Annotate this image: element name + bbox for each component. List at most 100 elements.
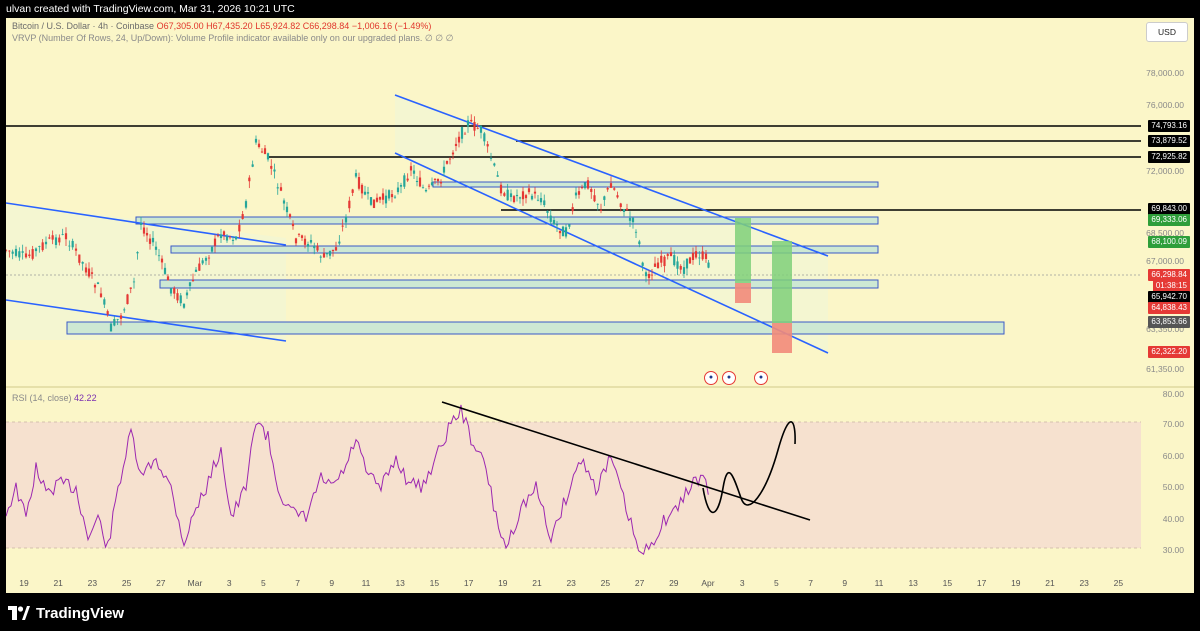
candle-body: [663, 256, 666, 267]
time-axis-label: 11: [874, 578, 884, 588]
channel-upper-left[interactable]: [6, 202, 287, 246]
price-axis-label: 76,000.00: [1146, 100, 1184, 110]
time-axis-label: 11: [361, 578, 371, 588]
zone-box-69333[interactable]: [135, 216, 879, 225]
candle-body: [309, 240, 313, 243]
candle-body: [285, 206, 289, 213]
symbol-legend[interactable]: Bitcoin / U.S. Dollar · 4h · Coinbase O6…: [12, 21, 431, 31]
rsi-projection-arrow[interactable]: [702, 421, 796, 514]
indicator-legend[interactable]: VRVP (Number Of Rows, 24, Up/Down): Volu…: [12, 33, 453, 44]
candle-body: [622, 209, 626, 212]
zone-box-71000[interactable]: [432, 181, 879, 188]
candle-body: [457, 136, 461, 143]
zone-box-66000[interactable]: [159, 279, 879, 289]
economic-event-icon[interactable]: ●: [704, 371, 718, 385]
time-axis-label: 17: [463, 578, 474, 588]
candle-body: [363, 191, 367, 195]
rsi-axis-label: 40.00: [1162, 514, 1184, 524]
candle-body: [653, 263, 657, 267]
candle-body: [403, 175, 406, 187]
candle-body: [473, 121, 476, 131]
candle-body: [11, 251, 14, 254]
tradingview-logo[interactable]: TradingView: [8, 603, 124, 623]
candle-body: [558, 230, 562, 234]
low-value: L65,924.82: [255, 21, 301, 31]
candle-body: [606, 188, 609, 190]
price-tag-69333[interactable]: 69,333.06: [1148, 214, 1190, 226]
price-tag-73879[interactable]: 73,879.52: [1148, 135, 1190, 147]
candle-body: [129, 287, 132, 289]
candle-body: [6, 249, 8, 251]
candle-body: [561, 226, 565, 237]
candle-body: [546, 210, 549, 213]
candle-body: [399, 184, 403, 187]
candle-body: [512, 196, 516, 203]
candle-body: [225, 236, 229, 241]
time-axis-label: 21: [1045, 578, 1055, 588]
indicator-hidden-icons[interactable]: ∅ ∅ ∅: [424, 33, 454, 43]
candle-body: [325, 252, 329, 255]
long-position-target-1[interactable]: [735, 218, 751, 283]
change-value: −1,006.16 (−1.49%): [351, 21, 432, 31]
price-tag-64838[interactable]: 64,838.43: [1148, 302, 1190, 314]
price-tag-65942[interactable]: 65,942.70: [1148, 291, 1190, 303]
time-axis-label: 23: [1079, 578, 1089, 588]
time-axis-label: 21: [532, 578, 542, 588]
candle-body: [409, 166, 413, 171]
zone-box-63853[interactable]: [66, 321, 1005, 335]
rsi-trendline[interactable]: [441, 401, 811, 521]
price-tag-63853[interactable]: 63,853.66: [1148, 316, 1190, 328]
candle-body: [527, 188, 531, 193]
candle-body: [543, 200, 546, 206]
rsi-legend[interactable]: RSI (14, close) 42.22: [12, 393, 97, 403]
time-axis-label: 23: [87, 578, 98, 588]
long-position-stop-1[interactable]: [735, 283, 751, 303]
current-price-tag[interactable]: 66,298.84: [1148, 269, 1190, 281]
long-position-stop-2[interactable]: [772, 323, 792, 353]
price-tag-74793[interactable]: 74,793.16: [1148, 120, 1190, 132]
economic-event-icon[interactable]: ●: [754, 371, 768, 385]
candle-body: [571, 207, 574, 212]
channel-lower-left[interactable]: [6, 299, 287, 342]
candle-body: [691, 252, 695, 260]
candle-body: [254, 138, 258, 143]
price-tag-62322[interactable]: 62,322.20: [1148, 346, 1190, 358]
candle-body: [71, 240, 74, 248]
time-axis-label: 25: [1113, 578, 1124, 588]
candle-body: [251, 164, 254, 167]
candle-body: [586, 180, 590, 189]
candle-body: [509, 193, 513, 198]
zone-box-68100[interactable]: [170, 245, 879, 254]
candle-body: [493, 163, 496, 166]
candle-body: [638, 241, 641, 245]
candle-body: [68, 245, 71, 247]
candle-body: [288, 214, 292, 217]
candle-body: [116, 318, 119, 320]
price-tag-69843[interactable]: 69,843.00: [1148, 203, 1190, 215]
rsi-line[interactable]: [6, 404, 709, 556]
candlestick-series[interactable]: [6, 114, 710, 332]
channel-lower-right[interactable]: [394, 152, 829, 354]
brand-name: TradingView: [36, 604, 125, 622]
long-position-target-2[interactable]: [772, 241, 792, 323]
candle-body: [348, 200, 351, 209]
candle-body: [54, 237, 58, 245]
price-tag-68100[interactable]: 68,100.09: [1148, 236, 1190, 248]
price-tag-72925[interactable]: 72,925.82: [1148, 151, 1190, 163]
candle-body: [685, 258, 689, 269]
candle-body: [106, 311, 109, 315]
candle-body: [231, 239, 235, 241]
currency-button[interactable]: USD: [1146, 22, 1188, 42]
candle-body: [191, 279, 195, 282]
candle-body: [360, 184, 364, 194]
candle-body: [354, 173, 358, 177]
rsi-axis-label: 30.00: [1162, 545, 1184, 555]
chart-area[interactable]: Bitcoin / U.S. Dollar · 4h · Coinbase O6…: [6, 18, 1194, 593]
economic-event-icon[interactable]: ●: [722, 371, 736, 385]
tradingview-logo-icon: [8, 606, 30, 620]
candle-body: [506, 189, 509, 201]
time-axis-label: 15: [942, 578, 953, 588]
candle-body: [207, 257, 211, 259]
chart-canvas[interactable]: [6, 18, 1194, 593]
candle-body: [479, 125, 483, 133]
